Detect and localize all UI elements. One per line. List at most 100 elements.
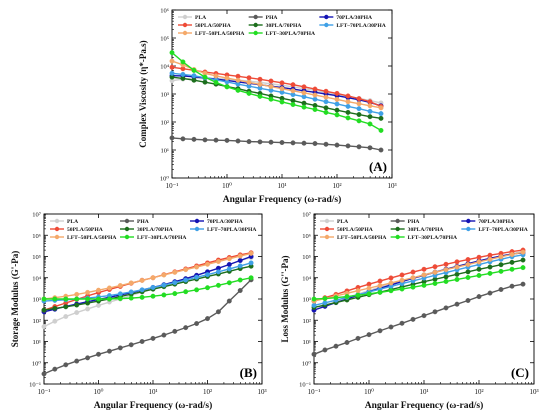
data-point (180, 136, 186, 142)
x-axis-title: Angular Frequency (ω-rad/s) (365, 400, 483, 411)
y-tick-label: 10⁰ (302, 360, 312, 367)
data-point (246, 90, 252, 96)
data-point (345, 99, 351, 105)
data-point (246, 75, 252, 81)
data-point (311, 302, 317, 308)
x-tick-label: 10² (332, 182, 341, 190)
legend-item: PLA (320, 218, 348, 225)
data-point (205, 316, 210, 322)
data-point (213, 137, 219, 143)
series-4 (311, 257, 526, 310)
x-tick-label: 10¹ (419, 388, 428, 396)
legend-label: 70PLA/30PHA (336, 15, 372, 21)
legend-item: LFT–30PLA/70PHA (390, 234, 457, 241)
legend-item: PHA (390, 218, 419, 225)
legend-marker (54, 218, 60, 224)
data-point (334, 101, 340, 107)
data-point (454, 259, 460, 265)
data-point (356, 96, 362, 102)
data-point (202, 137, 208, 143)
y-tick-label: 10⁻¹ (299, 382, 311, 389)
data-point (52, 296, 58, 302)
data-point (96, 302, 101, 308)
data-point (139, 294, 145, 300)
data-point (312, 86, 318, 92)
data-point (183, 289, 189, 295)
data-point (399, 272, 405, 278)
data-point (191, 77, 197, 83)
data-point (96, 351, 101, 357)
legend-item: PHA (248, 14, 277, 21)
data-point (128, 342, 134, 348)
data-point (355, 335, 361, 341)
data-point (454, 301, 460, 307)
y-tick-label: 10⁶ (32, 233, 41, 240)
data-point (150, 293, 156, 299)
data-point (169, 70, 175, 76)
data-point (268, 139, 274, 145)
data-point (487, 270, 493, 276)
legend-label: LFT–70PLA/30PHA (478, 227, 527, 233)
data-point (183, 267, 189, 273)
x-tick-label: 10³ (387, 182, 396, 190)
data-point (106, 285, 112, 291)
data-point (410, 275, 416, 281)
y-tick-label: 10² (33, 318, 42, 325)
legend-marker (182, 14, 188, 20)
data-point (498, 268, 504, 274)
data-point (323, 88, 329, 94)
data-point (311, 351, 317, 357)
x-axis-title: Angular Frequency (ω-rad/s) (223, 194, 341, 205)
legend-label: 30PLA/70PHA (137, 227, 173, 233)
series-2 (311, 250, 526, 313)
data-point (312, 96, 318, 102)
data-point (367, 108, 373, 114)
data-point (465, 257, 471, 262)
data-point (248, 260, 254, 266)
data-point (194, 287, 200, 293)
legend-item: 30PLA/70PHA (120, 226, 173, 233)
data-point (432, 269, 438, 275)
legend-marker (324, 226, 330, 232)
data-point (183, 277, 189, 283)
y-tick-label: 10⁰ (160, 176, 170, 183)
data-point (213, 79, 219, 85)
y-tick-label: 10⁷ (32, 212, 41, 219)
y-tick-label: 10⁵ (32, 254, 41, 261)
data-point (248, 275, 254, 281)
legend-label: 50PLA/50PHA (337, 227, 373, 233)
data-point (487, 252, 493, 258)
data-point (312, 92, 318, 98)
data-point (226, 298, 232, 304)
legend-marker (194, 226, 200, 232)
data-point (388, 275, 394, 281)
legend-label: LFT–30PLA/70PHA (137, 235, 186, 241)
data-point (323, 94, 329, 100)
data-point (355, 288, 361, 294)
data-point (421, 313, 427, 319)
y-tick-label: 10¹ (33, 339, 42, 346)
data-point (322, 300, 328, 306)
data-point (215, 282, 221, 288)
x-tick-label: 10⁰ (94, 388, 104, 396)
legend-marker (194, 218, 200, 224)
data-point (345, 103, 351, 109)
y-axis-title: Loss Modulus (G''-Pa) (280, 255, 290, 342)
data-point (202, 79, 208, 85)
legend: PLA PHA 70PLA/30PHA 50PLA/50PHA 30PLA/70PHA L… (320, 218, 528, 241)
y-tick-label: 10³ (303, 297, 312, 304)
data-point (388, 280, 394, 286)
data-point (246, 79, 252, 85)
legend-label: 70PLA/30PHA (478, 219, 514, 225)
x-tick-label: 10⁰ (364, 388, 374, 396)
data-point (172, 291, 178, 297)
legend-marker (395, 234, 400, 240)
data-point (476, 294, 482, 300)
x-tick-label: 10¹ (277, 182, 286, 190)
legend-item: 50PLA/50PHA (320, 226, 373, 233)
data-point (487, 256, 493, 262)
legend-marker (253, 22, 258, 28)
data-point (345, 109, 351, 115)
data-point (378, 105, 384, 111)
